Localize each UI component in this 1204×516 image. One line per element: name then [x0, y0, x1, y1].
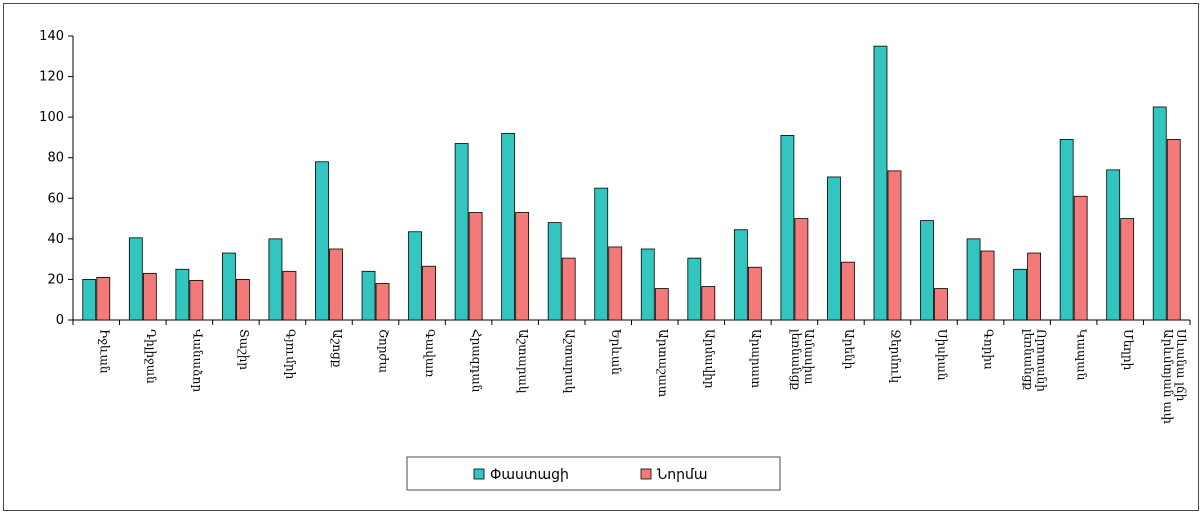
x-category-label: Ամասիա — [802, 329, 816, 385]
bar-actual — [361, 270, 376, 321]
chart-legend: Փաստացի Նորմա — [406, 456, 781, 491]
x-category-label: Սիսիան — [935, 329, 949, 381]
bar-actual — [594, 187, 609, 321]
bar-actual — [82, 279, 97, 321]
bar-norm — [934, 288, 948, 321]
bar-norm — [701, 286, 716, 321]
x-category-label: լեռնանցք — [789, 329, 803, 390]
bar-norm — [422, 265, 436, 321]
bar-norm — [654, 288, 669, 321]
bar-norm — [142, 272, 157, 321]
bar-actual — [827, 176, 841, 321]
bar-actual — [733, 229, 748, 321]
x-category-label: Տաշիր — [237, 329, 251, 370]
bar-norm — [1073, 195, 1088, 321]
y-tick-label: 120 — [39, 70, 64, 85]
y-tick-label: 80 — [47, 151, 64, 166]
bar-norm — [282, 270, 297, 321]
bar-norm — [515, 212, 530, 321]
bar-norm — [980, 250, 995, 321]
bar-norm — [1166, 139, 1181, 321]
x-category-label: Վանաձոր — [190, 329, 204, 392]
x-category-label: Գյումրի — [283, 329, 297, 380]
x-category-label: Արևմտյան ափ — [1161, 329, 1175, 424]
bar-norm — [375, 283, 390, 321]
x-category-label: լեռնանցք — [1022, 329, 1036, 390]
x-category-label: Արարատ — [749, 329, 763, 388]
y-tick-label: 40 — [47, 232, 64, 247]
x-category-label: Աշտարակ — [516, 329, 530, 394]
x-category-label: Արմավիր — [702, 329, 716, 389]
bar-actual — [221, 252, 236, 321]
bar-actual — [315, 161, 329, 321]
bar-actual — [454, 143, 469, 321]
x-category-label: Իջևան — [97, 329, 111, 374]
bar-norm — [189, 280, 204, 321]
chart-axes: 0 20 40 60 80 100 120 140 — [39, 29, 1191, 328]
bar-actual — [1152, 106, 1167, 321]
x-category-label: Երևան — [609, 329, 623, 375]
x-category-label: Մեղրի — [1121, 329, 1135, 371]
x-category-label: Որոտանի — [1035, 329, 1049, 392]
bar-actual — [128, 237, 143, 321]
legend-label-norm: Նորմա — [657, 467, 707, 483]
bar-actual — [547, 222, 562, 321]
bar-norm — [608, 246, 623, 321]
chart-bars — [82, 45, 1181, 321]
x-category-label: Աշտարակ — [563, 329, 577, 394]
legend-box — [406, 456, 781, 491]
legend-label-actual: Փաստացի — [490, 467, 569, 483]
bar-actual — [175, 268, 190, 321]
bar-actual — [1059, 139, 1074, 321]
x-category-label: Աշոցք — [330, 329, 344, 368]
bar-norm — [468, 212, 483, 321]
x-category-label: Ջերմուկ — [888, 329, 902, 384]
y-tick-label: 20 — [47, 272, 64, 287]
y-tick-label: 100 — [39, 110, 64, 125]
bar-actual — [408, 231, 422, 321]
bar-actual — [1013, 268, 1028, 321]
bar-actual — [501, 132, 516, 321]
bar-actual — [966, 238, 981, 321]
x-category-label: Կապան — [1075, 329, 1089, 381]
bar-norm — [747, 266, 762, 321]
bar-norm — [96, 276, 111, 321]
bar-actual — [268, 238, 283, 321]
bar-norm — [235, 279, 250, 321]
bar-actual — [920, 220, 934, 321]
x-category-label: Սևանա լճի — [1174, 329, 1188, 402]
y-tick-label: 60 — [47, 191, 64, 206]
bar-actual — [873, 45, 888, 321]
x-category-label: Գորիս — [982, 329, 996, 370]
bar-actual — [1106, 169, 1121, 321]
bar-actual — [780, 134, 795, 321]
x-category-label: Դիլիջան — [144, 329, 158, 384]
y-tick-label: 0 — [56, 313, 64, 328]
x-category-label: Հրազդան — [470, 329, 484, 393]
bar-norm — [561, 257, 576, 321]
bar-norm — [1120, 218, 1135, 321]
bar-norm — [794, 218, 809, 321]
bar-chart: 0 20 40 60 80 100 120 140 Իջևան Դիլիջան Վանաձոր Տա… — [39, 29, 1191, 491]
x-category-label: Արենի — [842, 329, 856, 370]
bar-actual — [687, 257, 702, 321]
bar-norm — [1027, 252, 1042, 321]
x-category-label: Արտաշատ — [656, 329, 670, 397]
bar-norm — [329, 248, 343, 321]
y-tick-label: 140 — [39, 29, 64, 44]
chart-frame: 0 20 40 60 80 100 120 140 Իջևան Դիլիջան Վանաձոր Տա… — [3, 3, 1199, 511]
bar-norm — [841, 261, 855, 321]
bar-actual — [640, 248, 655, 321]
bar-norm — [887, 170, 902, 321]
legend-swatch-actual — [473, 468, 485, 480]
x-category-label: Շորժա — [377, 329, 391, 373]
legend-swatch-norm — [640, 468, 652, 480]
x-axis-labels: Իջևան Դիլիջան Վանաձոր Տաշիր Գյումրի Աշոցք Շորժ… — [97, 329, 1188, 424]
x-category-label: Գավառ — [423, 329, 437, 377]
